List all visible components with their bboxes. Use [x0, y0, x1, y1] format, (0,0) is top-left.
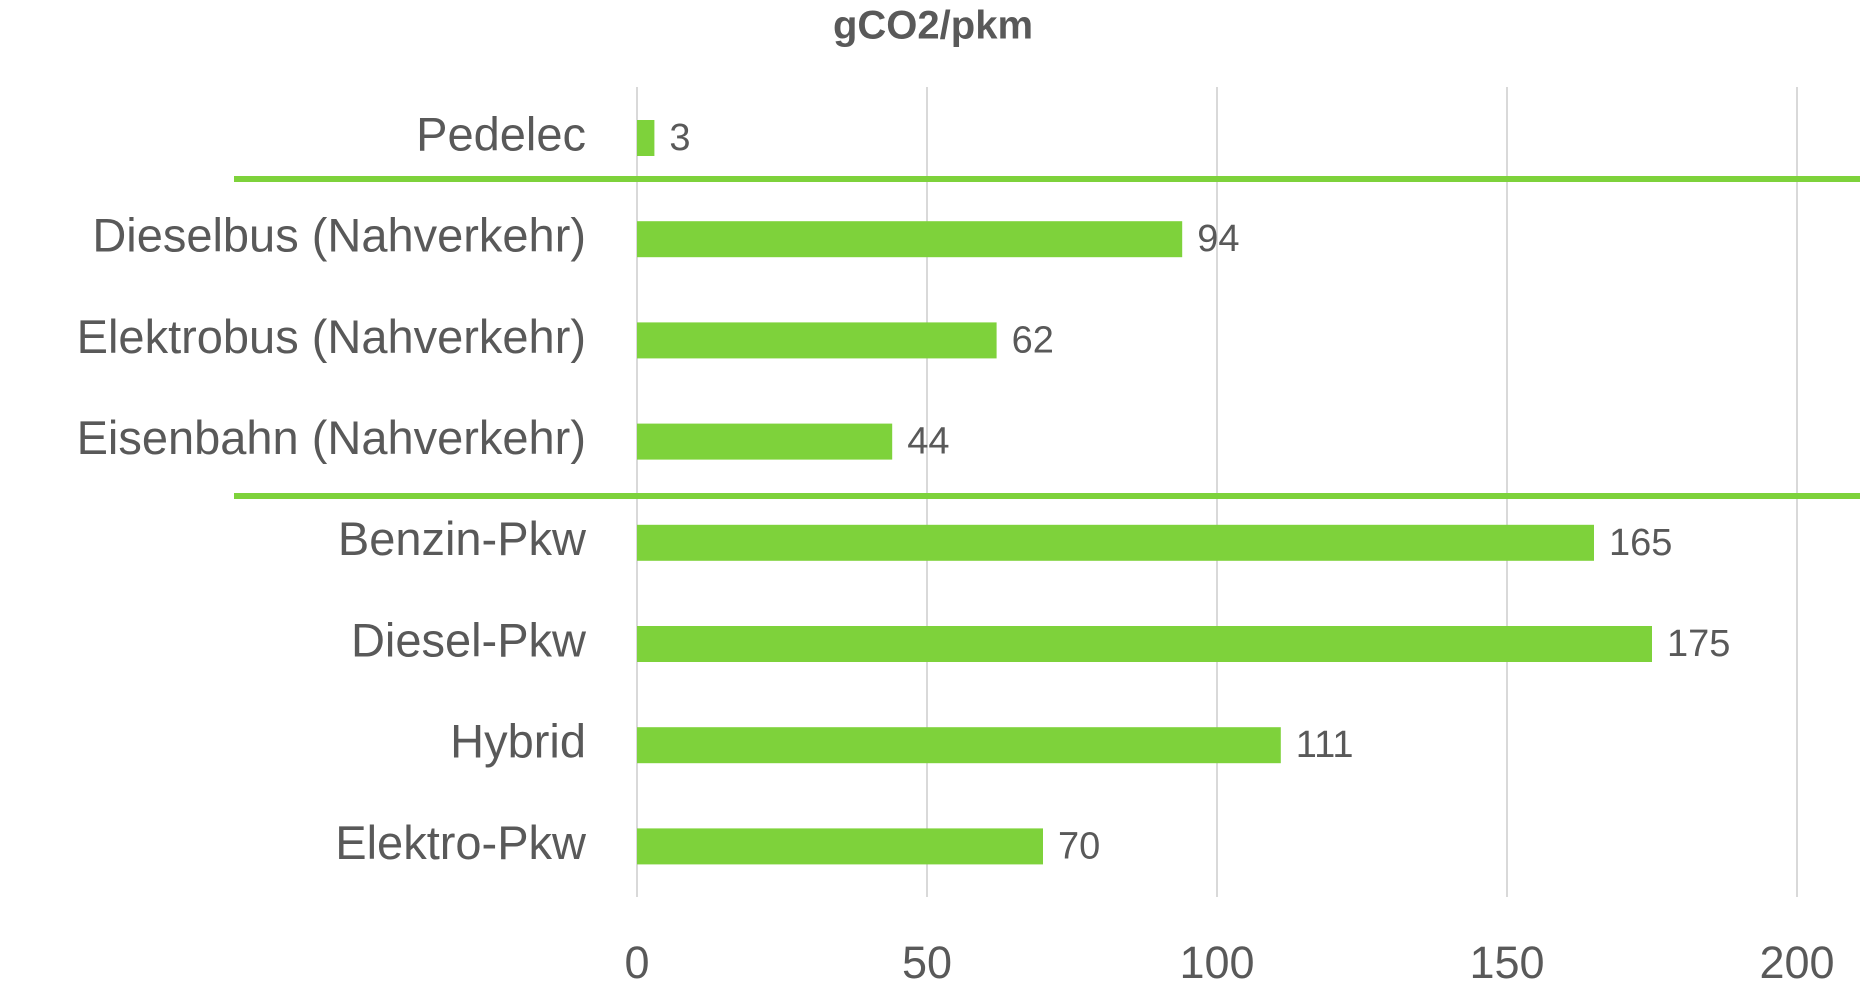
y-tick-label: Pedelec: [416, 107, 586, 160]
x-tick-label: 0: [624, 937, 649, 988]
bar: [637, 120, 655, 156]
y-tick-label: Benzin-Pkw: [338, 512, 587, 565]
bar: [637, 221, 1183, 258]
bar: [637, 524, 1594, 561]
bar: [637, 626, 1652, 662]
value-label: 62: [1012, 319, 1054, 361]
value-label: 175: [1667, 623, 1730, 665]
y-tick-label: Hybrid: [450, 715, 586, 768]
bar: [637, 423, 893, 460]
value-label: 94: [1197, 218, 1239, 260]
x-tick-label: 200: [1759, 937, 1834, 988]
bar: [637, 828, 1043, 865]
value-label: 70: [1058, 825, 1100, 867]
chart-title: gCO2/pkm: [833, 4, 1033, 48]
x-tick-label: 100: [1179, 937, 1254, 988]
y-tick-label: Diesel-Pkw: [351, 613, 587, 666]
value-label: 165: [1609, 522, 1672, 564]
value-label: 111: [1296, 724, 1354, 766]
value-label: 44: [907, 421, 949, 463]
x-tick-label: 50: [902, 937, 952, 988]
value-label: 3: [669, 117, 690, 159]
y-tick-label: Elektro-Pkw: [335, 816, 587, 869]
y-tick-label: Eisenbahn (Nahverkehr): [77, 411, 586, 464]
y-tick-label: Dieselbus (Nahverkehr): [92, 209, 586, 262]
bar: [637, 322, 997, 359]
bar: [637, 727, 1281, 764]
x-tick-label: 150: [1469, 937, 1544, 988]
y-tick-label: Elektrobus (Nahverkehr): [77, 310, 586, 363]
